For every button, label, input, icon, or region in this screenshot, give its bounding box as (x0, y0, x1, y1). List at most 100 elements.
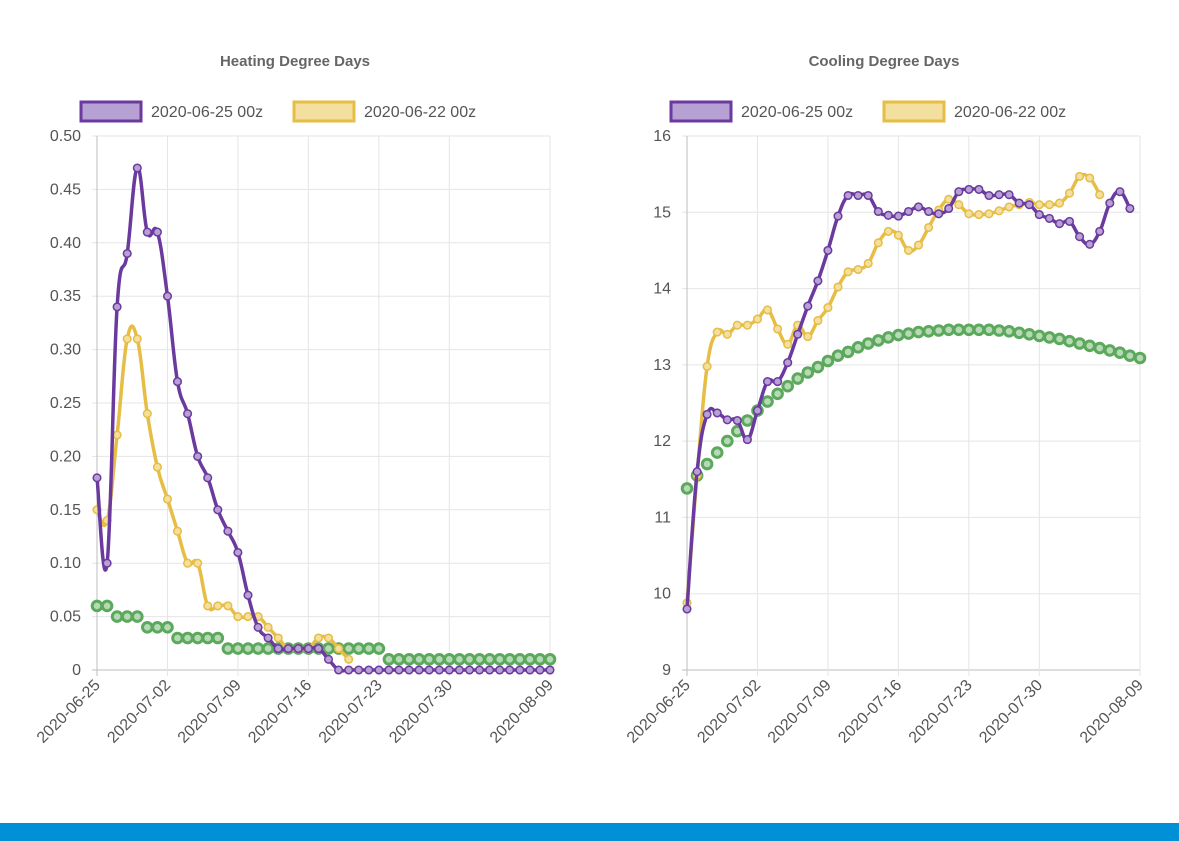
data-point-normal[interactable] (952, 323, 966, 337)
data-point-run-new[interactable] (112, 302, 122, 312)
data-point-run-new[interactable] (354, 665, 364, 675)
data-point-normal[interactable] (882, 331, 895, 344)
data-point-run-new[interactable] (253, 622, 263, 632)
data-point-run-old[interactable] (722, 329, 732, 339)
data-point-run-new[interactable] (545, 665, 555, 675)
data-point-normal[interactable] (181, 631, 194, 645)
data-point-run-new[interactable] (1105, 198, 1115, 208)
data-point-run-new[interactable] (803, 301, 813, 311)
data-point-run-old[interactable] (213, 601, 223, 611)
data-point-run-old[interactable] (974, 210, 984, 220)
data-point-run-new[interactable] (374, 665, 384, 675)
data-point-run-new[interactable] (183, 409, 193, 419)
data-point-normal[interactable] (241, 642, 255, 655)
data-point-normal[interactable] (841, 345, 855, 359)
data-point-run-new[interactable] (142, 227, 152, 237)
data-point-run-new[interactable] (1054, 219, 1065, 229)
data-point-normal[interactable] (741, 414, 754, 427)
data-point-run-old[interactable] (122, 334, 132, 344)
data-point-normal[interactable] (922, 325, 935, 338)
data-point-run-new[interactable] (424, 665, 434, 675)
data-point-run-old[interactable] (193, 558, 203, 568)
data-point-run-new[interactable] (843, 190, 853, 201)
data-point-normal[interactable] (120, 610, 134, 623)
legend-swatch-run-new[interactable] (79, 100, 143, 123)
data-point-run-new[interactable] (394, 665, 404, 675)
data-point-normal[interactable] (811, 360, 825, 374)
data-point-normal[interactable] (1053, 332, 1066, 346)
data-point-run-new[interactable] (293, 644, 303, 654)
data-point-normal[interactable] (1133, 351, 1147, 365)
data-point-run-new[interactable] (934, 209, 944, 219)
data-point-run-new[interactable] (1004, 190, 1014, 200)
data-point-normal[interactable] (443, 653, 456, 666)
legend-label-run-new[interactable]: 2020-06-25 00z (151, 104, 263, 121)
legend-swatch-run-new[interactable] (669, 100, 733, 123)
data-point-run-old[interactable] (243, 612, 253, 622)
data-point-normal[interactable] (171, 631, 184, 645)
data-point-normal[interactable] (721, 434, 734, 448)
data-point-run-old[interactable] (813, 316, 823, 326)
data-point-run-new[interactable] (344, 665, 354, 675)
data-point-run-new[interactable] (793, 329, 803, 339)
data-point-run-new[interactable] (954, 187, 964, 197)
data-point-run-new[interactable] (1034, 210, 1044, 220)
data-point-run-new[interactable] (1125, 203, 1135, 214)
data-point-normal[interactable] (1083, 339, 1097, 353)
data-point-run-new[interactable] (152, 227, 162, 237)
data-point-run-old[interactable] (1085, 173, 1095, 183)
data-point-normal[interactable] (503, 653, 517, 666)
data-point-normal[interactable] (473, 653, 486, 666)
data-point-run-old[interactable] (924, 222, 934, 233)
data-point-run-new[interactable] (384, 665, 394, 675)
data-point-normal[interactable] (932, 324, 946, 337)
data-point-run-old[interactable] (112, 430, 122, 440)
data-point-run-new[interactable] (233, 547, 243, 558)
data-point-normal[interactable] (342, 642, 356, 655)
data-point-run-new[interactable] (984, 190, 994, 201)
data-point-run-new[interactable] (213, 505, 223, 515)
data-point-normal[interactable] (151, 621, 164, 634)
data-point-run-new[interactable] (323, 654, 334, 664)
legend-label-run-old[interactable]: 2020-06-22 00z (954, 104, 1066, 121)
data-point-run-new[interactable] (132, 163, 142, 173)
data-point-run-old[interactable] (233, 612, 243, 622)
data-point-normal[interactable] (700, 457, 714, 471)
data-point-normal[interactable] (392, 653, 406, 666)
data-point-run-old[interactable] (903, 245, 914, 255)
data-point-run-old[interactable] (1034, 200, 1044, 210)
data-point-run-new[interactable] (722, 415, 732, 425)
data-point-run-new[interactable] (444, 665, 454, 675)
data-point-normal[interactable] (382, 653, 396, 666)
data-point-normal[interactable] (483, 653, 496, 666)
data-point-normal[interactable] (251, 642, 265, 655)
data-point-normal[interactable] (231, 642, 245, 655)
data-point-run-new[interactable] (515, 665, 525, 675)
data-point-normal[interactable] (831, 349, 845, 363)
data-point-normal[interactable] (1093, 341, 1107, 355)
data-point-normal[interactable] (1033, 329, 1046, 343)
data-point-run-new[interactable] (762, 377, 773, 387)
data-point-run-new[interactable] (303, 644, 313, 654)
data-point-run-old[interactable] (223, 601, 233, 611)
data-point-normal[interactable] (322, 642, 335, 655)
data-point-run-new[interactable] (495, 665, 505, 675)
data-point-normal[interactable] (1023, 328, 1036, 341)
data-point-run-new[interactable] (404, 665, 414, 675)
legend-label-run-new[interactable]: 2020-06-25 00z (741, 104, 853, 121)
data-point-run-old[interactable] (783, 339, 793, 349)
data-point-normal[interactable] (493, 653, 507, 666)
data-point-run-old[interactable] (984, 209, 994, 219)
data-point-run-new[interactable] (283, 644, 293, 654)
data-point-normal[interactable] (982, 323, 996, 337)
data-point-run-old[interactable] (773, 324, 783, 334)
data-point-run-new[interactable] (243, 590, 253, 600)
data-point-run-new[interactable] (773, 377, 783, 387)
data-point-run-new[interactable] (1024, 200, 1034, 210)
data-point-normal[interactable] (261, 642, 275, 655)
data-point-normal[interactable] (543, 653, 557, 666)
data-point-run-new[interactable] (485, 665, 495, 675)
legend-swatch-run-old[interactable] (882, 100, 946, 123)
data-point-run-new[interactable] (853, 190, 863, 201)
data-point-normal[interactable] (211, 631, 225, 645)
